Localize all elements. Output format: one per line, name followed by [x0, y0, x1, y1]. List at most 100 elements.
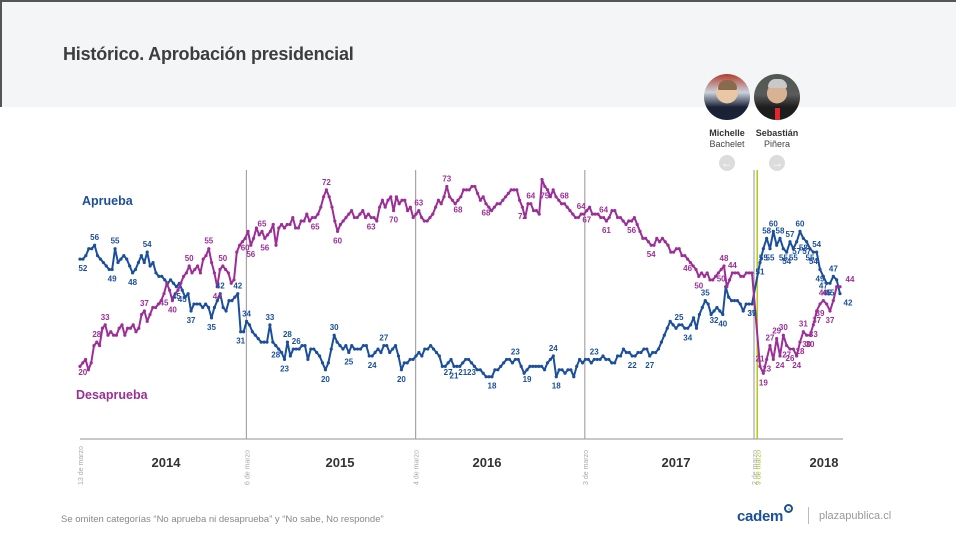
date-marker-label: 3 de marzo	[583, 450, 590, 485]
desaprueba-point	[431, 212, 435, 216]
desaprueba-point	[719, 267, 723, 272]
aprueba-point	[259, 340, 263, 344]
data-label: 33	[265, 313, 274, 322]
data-label: 64	[599, 206, 608, 215]
aprueba-point	[244, 319, 249, 323]
data-label: 34	[683, 333, 692, 342]
desaprueba-point	[616, 215, 620, 220]
data-label: 27	[444, 368, 453, 377]
aprueba-point	[665, 326, 669, 330]
desaprueba-point	[722, 264, 726, 268]
data-label: 19	[523, 375, 532, 384]
aprueba-point	[431, 347, 436, 351]
arrow-right-icon[interactable]: →	[769, 155, 785, 171]
data-label: 44	[728, 261, 737, 270]
aprueba-point	[317, 354, 322, 358]
aprueba-point	[674, 326, 678, 330]
desaprueba-point	[557, 198, 561, 202]
desaprueba-point	[350, 209, 354, 213]
aprueba-point	[633, 354, 637, 358]
aprueba-point	[396, 354, 401, 358]
desaprueba-pinera-point	[805, 333, 809, 337]
desaprueba-point	[602, 215, 606, 220]
desaprueba-point	[81, 361, 85, 365]
data-label: 20	[78, 368, 87, 377]
aprueba-point	[668, 319, 672, 323]
aprueba-point	[201, 305, 205, 310]
desaprueba-point	[159, 299, 163, 303]
aprueba-point	[116, 260, 120, 265]
desaprueba-point	[607, 215, 611, 220]
desaprueba-point	[294, 226, 298, 230]
aprueba-point	[528, 364, 532, 368]
data-label: 64	[577, 202, 586, 211]
aprueba-pinera-point	[831, 274, 835, 278]
desaprueba-point	[708, 278, 712, 282]
aprueba-pinera-point	[821, 274, 825, 278]
desaprueba-point	[630, 219, 634, 223]
desaprueba-point	[593, 212, 597, 216]
aprueba-point	[148, 264, 152, 268]
desaprueba-point	[646, 240, 651, 244]
desaprueba-point	[543, 184, 547, 189]
data-label: 22	[628, 361, 637, 370]
aprueba-point	[686, 326, 690, 330]
desaprueba-point	[705, 271, 709, 275]
aprueba-point	[300, 343, 304, 348]
aprueba-point	[297, 347, 301, 351]
desaprueba-point	[341, 219, 345, 223]
desaprueba-point	[358, 212, 362, 216]
site-link[interactable]: plazapublica.cl	[819, 510, 892, 522]
data-label: 23	[762, 364, 771, 373]
aprueba-point	[434, 350, 439, 355]
desaprueba-point	[112, 333, 116, 337]
data-label: 67	[582, 216, 591, 225]
aprueba-pinera-point	[838, 292, 842, 296]
arrow-left-icon[interactable]: ←	[719, 155, 735, 171]
aprueba-point	[358, 347, 363, 351]
aprueba-point	[332, 333, 336, 337]
aprueba-point	[689, 323, 693, 327]
desaprueba-point	[182, 274, 186, 278]
aprueba-point	[309, 347, 313, 351]
aprueba-point	[361, 343, 366, 348]
data-label: 68	[482, 209, 491, 218]
desaprueba-point	[408, 205, 412, 209]
desaprueba-point	[126, 326, 130, 330]
president-bachelet[interactable]: Michelle Bachelet ←	[702, 74, 752, 171]
president-pinera[interactable]: Sebastián Piñera →	[752, 74, 802, 171]
data-label: 60	[796, 219, 805, 228]
desaprueba-point	[327, 195, 331, 199]
data-label: 68	[560, 192, 569, 201]
desaprueba-pinera-point	[788, 347, 792, 351]
data-label: 29	[772, 327, 781, 336]
desaprueba-point	[624, 222, 628, 227]
desaprueba-point	[322, 195, 326, 199]
desaprueba-point	[232, 278, 236, 282]
aprueba-point	[183, 295, 187, 299]
aprueba-point	[382, 343, 386, 348]
aprueba-point	[472, 364, 477, 368]
aprueba-point	[648, 354, 652, 358]
desaprueba-point	[599, 215, 603, 220]
data-label: 64	[526, 192, 535, 201]
aprueba-point	[697, 312, 702, 317]
data-label: 60	[241, 243, 250, 252]
desaprueba-point	[445, 184, 449, 189]
desaprueba-point	[641, 236, 645, 240]
aprueba-pinera-point	[758, 260, 762, 265]
desaprueba-point	[201, 257, 205, 261]
desaprueba-point	[383, 205, 387, 209]
desaprueba-point	[660, 236, 665, 240]
desaprueba-pinera-point	[771, 357, 775, 362]
aprueba-point	[598, 357, 602, 362]
aprueba-point	[469, 361, 474, 365]
aprueba-point	[215, 299, 219, 303]
aprueba-pinera-point	[818, 267, 822, 272]
data-label: 45	[822, 288, 831, 297]
data-label: 75	[540, 191, 549, 200]
aprueba-point	[139, 254, 143, 258]
aprueba-point	[355, 347, 360, 351]
desaprueba-point	[425, 219, 429, 223]
desaprueba-point	[473, 184, 477, 189]
